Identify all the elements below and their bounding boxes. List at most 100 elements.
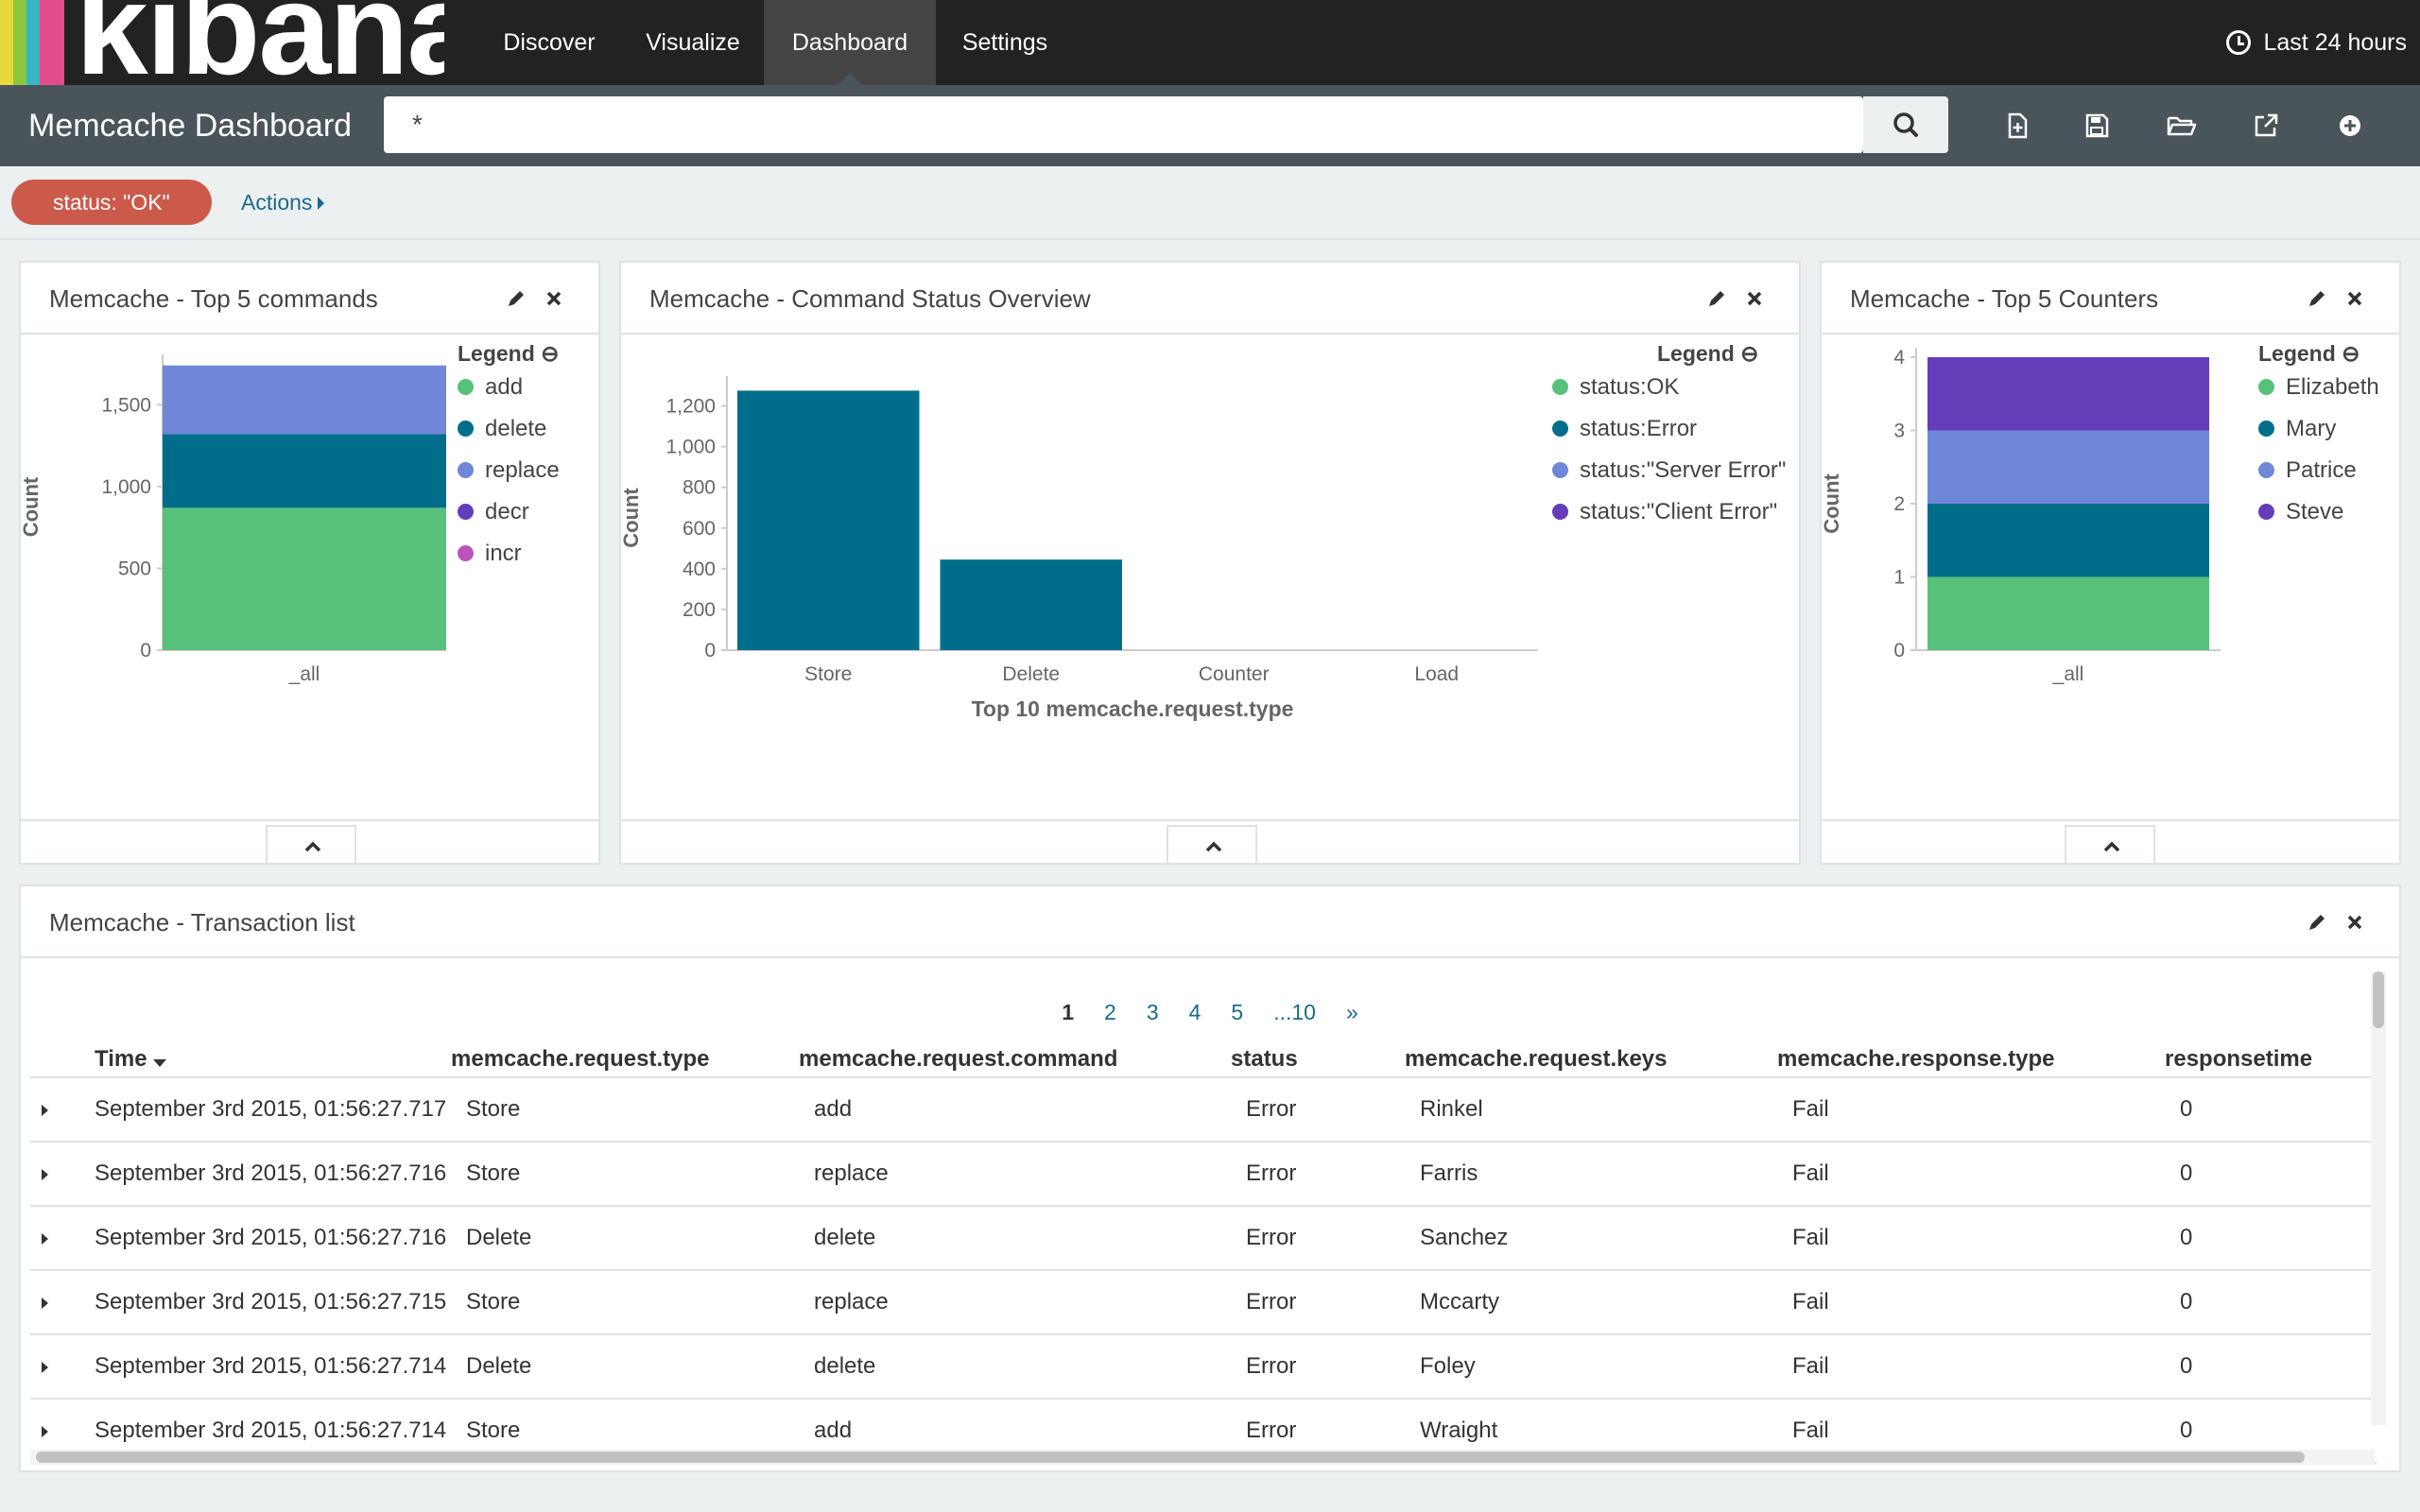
save-dashboard-button[interactable] bbox=[2077, 106, 2117, 146]
legend-item[interactable]: Elizabeth bbox=[2258, 374, 2379, 401]
collapse-toggle[interactable] bbox=[266, 825, 356, 863]
expand-cell[interactable] bbox=[30, 1270, 79, 1335]
kibana-logo[interactable]: kibana bbox=[0, 0, 444, 85]
legend-color-dot bbox=[1552, 504, 1568, 520]
remove-panel-button[interactable] bbox=[1740, 284, 1769, 313]
expand-row-icon[interactable] bbox=[42, 1169, 48, 1180]
y-tick-label: 1,200 bbox=[666, 396, 716, 418]
horizontal-scrollbar[interactable] bbox=[30, 1450, 2375, 1465]
legend-item[interactable]: replace bbox=[458, 457, 560, 484]
expand-row-icon[interactable] bbox=[42, 1105, 48, 1116]
expand-cell[interactable] bbox=[30, 1334, 79, 1400]
bar-segment[interactable] bbox=[163, 434, 446, 508]
bar-segment[interactable] bbox=[1927, 357, 2209, 431]
chevron-up-icon bbox=[1205, 841, 1222, 852]
table-row[interactable]: September 3rd 2015, 01:56:27.717 Store add… bbox=[30, 1077, 2377, 1143]
bar-segment[interactable] bbox=[940, 559, 1123, 650]
page-link[interactable]: 4 bbox=[1188, 1000, 1201, 1024]
column-header[interactable]: memcache.request.keys bbox=[1405, 1030, 1777, 1078]
bar-segment[interactable] bbox=[1927, 576, 2209, 651]
column-header-time[interactable]: Time bbox=[79, 1030, 451, 1078]
nav-tab-visualize[interactable]: Visualize bbox=[646, 29, 740, 56]
expand-row-icon[interactable] bbox=[42, 1426, 48, 1437]
next-page-link[interactable]: » bbox=[1345, 1000, 1358, 1024]
add-panel-button[interactable] bbox=[2330, 106, 2370, 146]
column-header[interactable]: responsetime bbox=[2165, 1030, 2377, 1078]
remove-panel-button[interactable] bbox=[540, 284, 568, 313]
logo-stripe bbox=[40, 0, 64, 85]
nav-tab-settings[interactable]: Settings bbox=[961, 29, 1048, 56]
search-button[interactable] bbox=[1863, 96, 1948, 153]
table-row[interactable]: September 3rd 2015, 01:56:27.716 Store rep… bbox=[30, 1142, 2377, 1207]
collapse-toggle[interactable] bbox=[1167, 825, 1257, 863]
legend-item[interactable]: Mary bbox=[2258, 416, 2336, 442]
bar-segment[interactable] bbox=[163, 507, 446, 650]
filter-bar: status: "OK" Actions bbox=[0, 166, 2420, 240]
remove-panel-button[interactable] bbox=[2341, 284, 2369, 313]
bar-segment[interactable] bbox=[163, 365, 446, 435]
share-dashboard-button[interactable] bbox=[2246, 106, 2286, 146]
expand-cell[interactable] bbox=[30, 1206, 79, 1271]
sort-desc-icon[interactable] bbox=[152, 1059, 166, 1067]
table-row[interactable]: September 3rd 2015, 01:56:27.716 Delete de… bbox=[30, 1206, 2377, 1271]
column-header[interactable]: memcache.response.type bbox=[1777, 1030, 2165, 1078]
expand-row-icon[interactable] bbox=[42, 1297, 48, 1309]
legend-item[interactable]: incr bbox=[458, 541, 522, 567]
expand-row-icon[interactable] bbox=[42, 1362, 48, 1373]
column-header[interactable]: status bbox=[1231, 1030, 1405, 1078]
legend-item[interactable]: status:"Client Error" bbox=[1552, 499, 1777, 525]
legend-item[interactable]: delete bbox=[458, 416, 546, 442]
filter-pill[interactable]: status: "OK" bbox=[11, 180, 212, 225]
table-row[interactable]: September 3rd 2015, 01:56:27.714 Delete de… bbox=[30, 1334, 2377, 1400]
panel-top-counters: Memcache - Top 5 Counters 0 1 2 3 4 Count _all… bbox=[1820, 261, 2401, 865]
column-header[interactable]: memcache.request.type bbox=[451, 1030, 799, 1078]
legend-title[interactable]: Legend ⊖ bbox=[1657, 341, 1758, 367]
collapse-toggle[interactable] bbox=[2065, 825, 2155, 863]
legend-item[interactable]: status:Error bbox=[1552, 416, 1697, 442]
page-link[interactable]: 1 bbox=[1062, 1000, 1075, 1024]
y-tick-label: 500 bbox=[118, 558, 151, 579]
new-dashboard-button[interactable] bbox=[1997, 106, 2037, 146]
vertical-scrollbar[interactable] bbox=[2371, 971, 2386, 1425]
legend-item[interactable]: status:OK bbox=[1552, 374, 1679, 401]
legend-title-text: Legend bbox=[458, 341, 535, 366]
open-dashboard-button[interactable] bbox=[2161, 106, 2201, 146]
x-tick-label: Load bbox=[1414, 663, 1459, 685]
edit-panel-button[interactable] bbox=[2303, 908, 2331, 936]
page-link[interactable]: 3 bbox=[1146, 1000, 1159, 1024]
filter-actions-link[interactable]: Actions bbox=[241, 180, 325, 225]
legend-title[interactable]: Legend ⊖ bbox=[2258, 341, 2360, 367]
remove-panel-button[interactable] bbox=[2341, 908, 2369, 936]
table-cell: 0 bbox=[2165, 1334, 2377, 1400]
x-axis-label: Top 10 memcache.request.type bbox=[972, 696, 1294, 721]
legend-item[interactable]: decr bbox=[458, 499, 529, 525]
legend-title[interactable]: Legend ⊖ bbox=[458, 341, 559, 367]
page-link[interactable]: 5 bbox=[1231, 1000, 1244, 1024]
expand-cell[interactable] bbox=[30, 1077, 79, 1143]
legend-item[interactable]: Patrice bbox=[2258, 457, 2357, 484]
edit-panel-button[interactable] bbox=[1703, 284, 1731, 313]
page-link[interactable]: 2 bbox=[1104, 1000, 1116, 1024]
column-header[interactable]: memcache.request.command bbox=[799, 1030, 1231, 1078]
legend-item[interactable]: add bbox=[458, 374, 523, 401]
expand-row-icon[interactable] bbox=[42, 1233, 48, 1245]
time-picker[interactable]: Last 24 hours bbox=[2225, 0, 2407, 85]
nav-tab-dashboard[interactable]: Dashboard bbox=[764, 0, 936, 85]
scrollbar-thumb[interactable] bbox=[2373, 971, 2384, 1028]
bar-segment[interactable] bbox=[1927, 430, 2209, 505]
legend-item[interactable]: status:"Server Error" bbox=[1552, 457, 1786, 484]
page-link[interactable]: ...10 bbox=[1273, 1000, 1316, 1024]
scrollbar-thumb[interactable] bbox=[36, 1452, 2305, 1463]
search-input[interactable] bbox=[384, 96, 1863, 153]
table-row[interactable]: September 3rd 2015, 01:56:27.715 Store rep… bbox=[30, 1270, 2377, 1335]
edit-panel-button[interactable] bbox=[2303, 284, 2331, 313]
table-cell: replace bbox=[799, 1270, 1231, 1335]
bar-segment[interactable] bbox=[737, 390, 920, 650]
edit-panel-button[interactable] bbox=[502, 284, 530, 313]
panel-top-commands: Memcache - Top 5 commands 0 500 1,000 1,500… bbox=[19, 261, 600, 865]
bar-segment[interactable] bbox=[1927, 504, 2209, 577]
nav-tab-discover[interactable]: Discover bbox=[503, 29, 596, 56]
expand-cell[interactable] bbox=[30, 1142, 79, 1207]
legend-item[interactable]: Steve bbox=[2258, 499, 2343, 525]
chevron-up-icon bbox=[304, 841, 321, 852]
